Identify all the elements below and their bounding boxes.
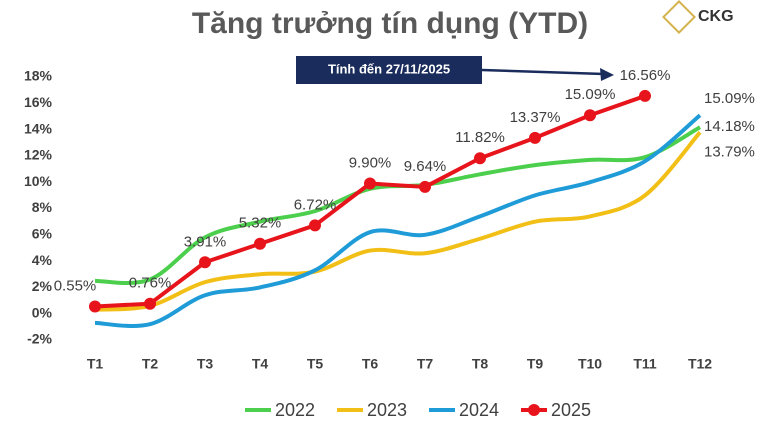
legend-label: 2024 (459, 400, 499, 420)
data-label: 15.09% (704, 90, 755, 107)
data-point (584, 109, 596, 122)
data-point (419, 180, 431, 193)
x-tick-label: T4 (252, 356, 269, 372)
series-line (94, 113, 702, 328)
annotation-arrowhead (600, 68, 614, 81)
x-tick-label: T7 (417, 356, 434, 372)
data-label: 0.76% (129, 275, 172, 292)
x-tick-label: T5 (307, 356, 324, 372)
x-tick-label: T11 (633, 356, 657, 372)
data-point (309, 219, 321, 232)
data-label: 3.91% (184, 233, 227, 250)
y-tick-label: 0% (32, 304, 53, 320)
data-point (639, 89, 651, 102)
x-tick-label: T2 (142, 356, 159, 372)
y-tick-label: 12% (24, 147, 53, 163)
data-label: 16.56% (620, 67, 671, 84)
x-tick-label: T9 (527, 356, 544, 372)
data-label: 11.82% (455, 129, 505, 146)
y-tick-label: 14% (24, 120, 53, 136)
x-tick-label: T8 (472, 356, 489, 372)
x-tick-label: T10 (578, 356, 602, 372)
legend-label: 2022 (275, 400, 315, 420)
y-tick-label: 10% (24, 173, 53, 189)
y-tick-label: 16% (24, 94, 53, 110)
logo-text: CKG (698, 8, 734, 25)
data-label: 13.37% (510, 109, 561, 126)
chart-title: Tăng trưởng tín dụng (YTD) (192, 7, 588, 40)
series-line (94, 94, 646, 309)
data-label: 9.64% (404, 158, 447, 175)
y-tick-label: 2% (32, 278, 53, 294)
data-label: 0.55% (54, 277, 97, 294)
x-tick-label: T6 (362, 356, 379, 372)
data-point (364, 177, 376, 190)
x-tick-label: T1 (87, 356, 104, 372)
logo-icon (662, 0, 696, 34)
data-point (144, 297, 156, 310)
data-point (89, 300, 101, 313)
logo: CKG (662, 0, 734, 34)
x-tick-label: T3 (197, 356, 214, 372)
data-label: 9.90% (349, 154, 392, 171)
data-label: 5.32% (239, 215, 282, 232)
legend-label: 2023 (367, 400, 407, 420)
data-label: 13.79% (704, 143, 755, 160)
y-tick-label: 18% (24, 68, 53, 84)
data-label: 15.09% (565, 86, 616, 103)
data-label: 14.18% (704, 118, 755, 135)
data-point (199, 256, 211, 269)
legend-label: 2025 (551, 400, 591, 420)
x-tick-label: T12 (688, 356, 712, 372)
series-line (94, 125, 701, 286)
data-point (254, 237, 266, 250)
data-point (474, 152, 486, 165)
data-point (529, 131, 541, 144)
y-tick-label: 4% (32, 252, 53, 268)
annotation: Tính đến 27/11/2025 (328, 61, 450, 76)
annotation-arrow (481, 68, 605, 76)
legend-marker (528, 404, 540, 416)
annotation-box (296, 56, 482, 84)
series-line (94, 131, 702, 312)
y-tick-label: 8% (32, 199, 53, 215)
y-tick-label: -2% (27, 331, 52, 347)
y-tick-label: 6% (32, 226, 53, 242)
data-label: 6.72% (294, 196, 337, 213)
